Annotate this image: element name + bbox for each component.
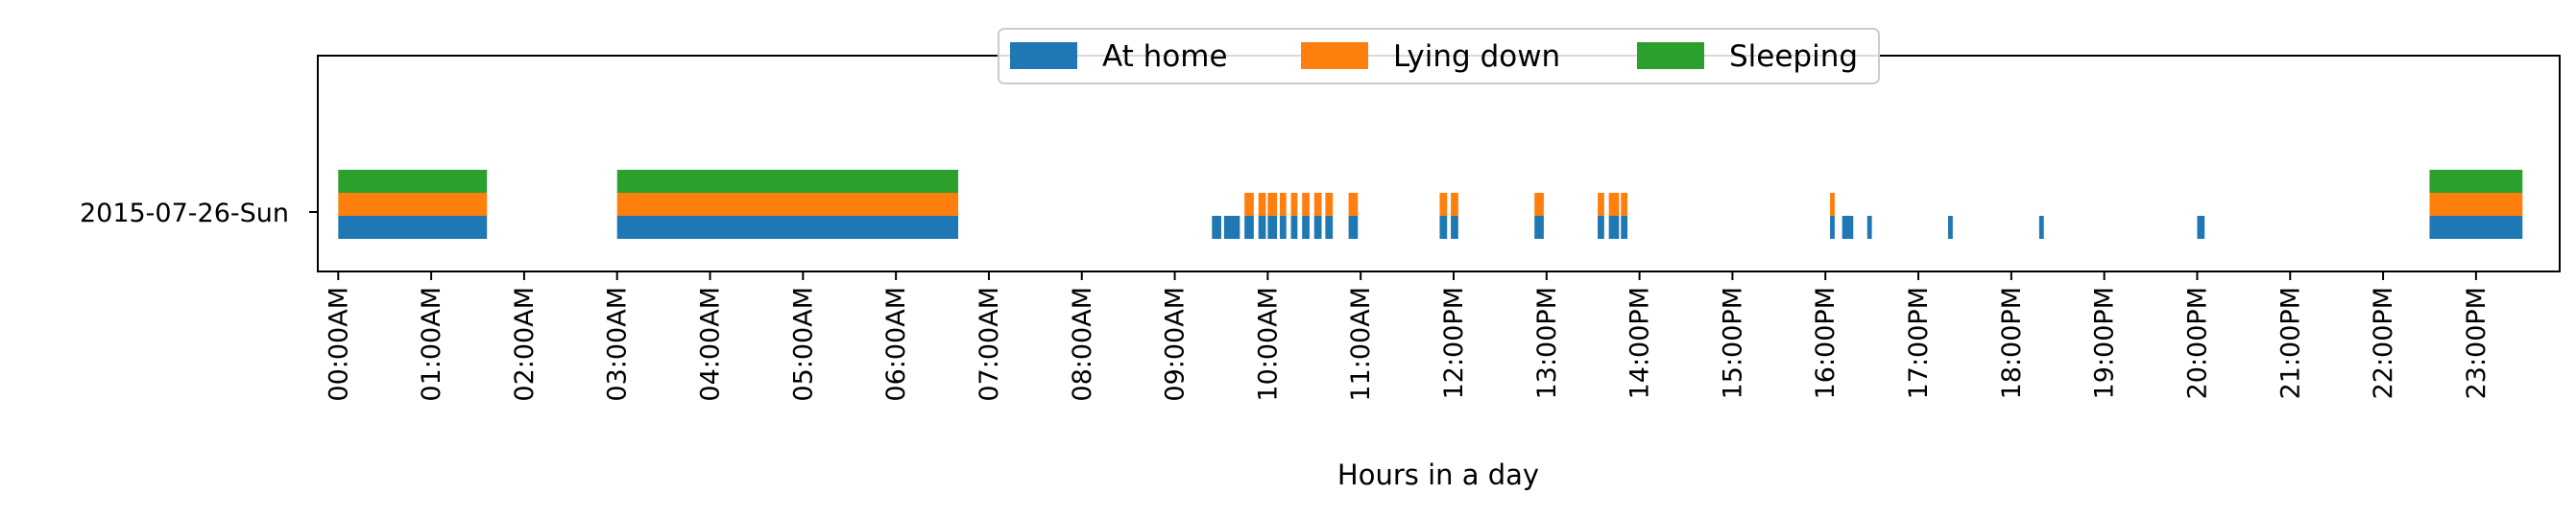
bar-lying-down-8 <box>1313 193 1322 216</box>
x-tick-label: 22:00PM <box>2369 287 2398 399</box>
bar-at-home-3 <box>1223 216 1240 239</box>
bar-sleeping-0 <box>338 170 488 193</box>
bar-at-home-4 <box>1244 216 1254 239</box>
bar-lying-down-1 <box>616 193 959 216</box>
x-tick-label: 08:00AM <box>1068 287 1097 402</box>
bar-at-home-18 <box>1621 216 1628 239</box>
bar-at-home-24 <box>2197 216 2205 239</box>
bar-lying-down-2 <box>1244 193 1254 216</box>
x-tick-label: 12:00PM <box>1439 287 1469 399</box>
bar-lying-down-0 <box>338 193 488 216</box>
bar-lying-down-9 <box>1325 193 1334 216</box>
bar-at-home-15 <box>1534 216 1544 239</box>
bar-lying-down-4 <box>1267 193 1278 216</box>
x-tick-label: 17:00PM <box>1904 287 1934 399</box>
bar-at-home-20 <box>1842 216 1854 239</box>
bar-at-home-11 <box>1325 216 1334 239</box>
bar-at-home-16 <box>1598 216 1604 239</box>
bar-at-home-2 <box>1212 216 1221 239</box>
x-tick-label: 06:00AM <box>881 287 911 402</box>
bar-at-home-14 <box>1451 216 1458 239</box>
x-tick-label: 02:00AM <box>510 287 540 402</box>
bar-lying-down-7 <box>1302 193 1310 216</box>
x-tick-label: 07:00AM <box>975 287 1004 402</box>
bar-lying-down-5 <box>1279 193 1287 216</box>
x-tick-label: 23:00PM <box>2462 287 2492 399</box>
x-tick-label: 21:00PM <box>2275 287 2305 399</box>
bar-at-home-23 <box>2038 216 2044 239</box>
x-tick-label: 14:00PM <box>1625 287 1655 399</box>
bar-at-home-0 <box>338 216 488 239</box>
bar-at-home-10 <box>1313 216 1322 239</box>
x-tick-label: 13:00PM <box>1532 287 1562 399</box>
bar-at-home-9 <box>1302 216 1310 239</box>
y-axis: 2015-07-26-Sun <box>80 199 318 228</box>
plot-area-frame <box>317 55 2561 272</box>
bar-sleeping-1 <box>616 170 959 193</box>
x-tick-label: 01:00AM <box>417 287 446 402</box>
bar-at-home-25 <box>2429 216 2523 239</box>
bar-lying-down-16 <box>1621 193 1628 216</box>
legend: At home Lying down Sleeping <box>998 28 1880 84</box>
x-axis: 00:00AM 01:00AM 02:00AM 03:00AM 04:00AM 05:00… <box>324 271 2492 402</box>
bar-at-home-12 <box>1348 216 1359 239</box>
x-tick-label: 10:00AM <box>1253 287 1283 402</box>
legend-swatch-at-home <box>1010 42 1077 69</box>
bar-lying-down-18 <box>2429 193 2523 216</box>
x-tick-label: 04:00AM <box>696 287 726 402</box>
bar-at-home-21 <box>1866 216 1872 239</box>
x-tick-label: 00:00AM <box>324 287 353 402</box>
x-tick-label: 05:00AM <box>788 287 818 402</box>
activity-bars <box>338 170 2523 239</box>
bar-at-home-5 <box>1258 216 1266 239</box>
bar-lying-down-14 <box>1598 193 1604 216</box>
bar-at-home-19 <box>1830 216 1835 239</box>
bar-at-home-22 <box>1948 216 1953 239</box>
bar-lying-down-6 <box>1290 193 1298 216</box>
bar-lying-down-10 <box>1348 193 1359 216</box>
bar-at-home-6 <box>1267 216 1278 239</box>
bar-at-home-13 <box>1439 216 1448 239</box>
legend-label: At home <box>1102 39 1228 74</box>
x-tick-label: 18:00PM <box>1997 287 2027 399</box>
bar-lying-down-3 <box>1258 193 1266 216</box>
x-axis-title: Hours in a day <box>1337 459 1539 491</box>
bar-lying-down-17 <box>1830 193 1835 216</box>
legend-swatch-sleeping <box>1637 42 1704 69</box>
x-tick-label: 19:00PM <box>2090 287 2120 399</box>
x-tick-label: 11:00AM <box>1346 287 1376 402</box>
bar-lying-down-11 <box>1439 193 1448 216</box>
x-tick-label: 03:00AM <box>603 287 633 402</box>
bar-at-home-1 <box>616 216 959 239</box>
bar-at-home-7 <box>1279 216 1287 239</box>
legend-swatch-lying-down <box>1301 42 1368 69</box>
legend-label: Sleeping <box>1729 39 1858 74</box>
x-tick-label: 15:00PM <box>1718 287 1747 399</box>
bar-lying-down-12 <box>1451 193 1458 216</box>
bar-lying-down-15 <box>1608 193 1620 216</box>
bar-at-home-17 <box>1608 216 1620 239</box>
bar-sleeping-2 <box>2429 170 2523 193</box>
x-tick-label: 09:00AM <box>1161 287 1191 402</box>
y-tick-label: 2015-07-26-Sun <box>80 199 289 228</box>
bar-at-home-8 <box>1290 216 1298 239</box>
legend-label: Lying down <box>1393 39 1560 74</box>
x-tick-label: 20:00PM <box>2182 287 2212 399</box>
bar-lying-down-13 <box>1534 193 1544 216</box>
x-tick-label: 16:00PM <box>1811 287 1841 399</box>
